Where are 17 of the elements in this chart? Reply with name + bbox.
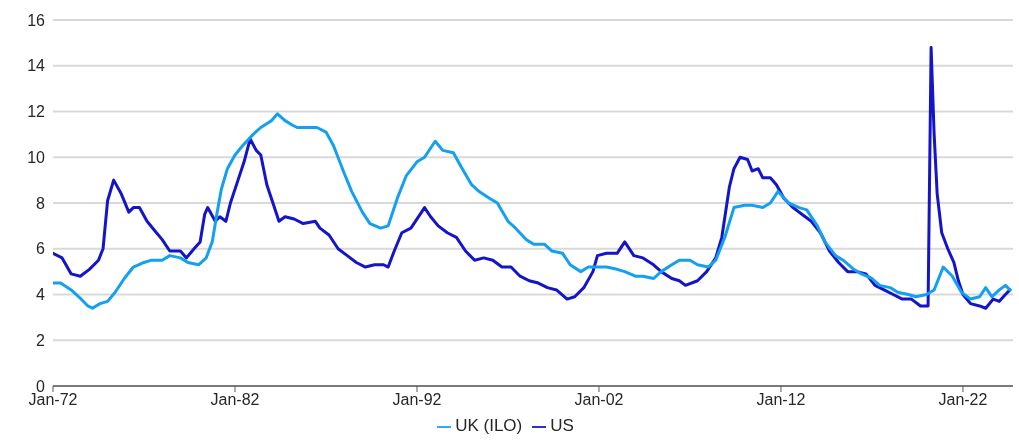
legend-label: UK (ILO) — [455, 416, 523, 435]
x-tick-label: Jan-22 — [938, 391, 988, 409]
y-tick-label: 2 — [36, 331, 46, 349]
line-series — [53, 112, 1012, 310]
legend-label: US — [550, 416, 574, 435]
x-tick-label: Jan-02 — [574, 391, 624, 409]
y-tick-label: 14 — [27, 57, 46, 75]
y-tick-label: 8 — [36, 194, 46, 212]
x-tick-label: Jan-12 — [756, 391, 806, 409]
x-tick-label: Jan-82 — [210, 391, 260, 409]
y-tick-label: 16 — [27, 11, 46, 29]
y-tick-label: 10 — [27, 148, 46, 166]
y-tick-label: 4 — [36, 286, 46, 304]
x-tick-label: Jan-92 — [392, 391, 442, 409]
y-tick-label: 6 — [36, 240, 46, 258]
y-tick-label: 12 — [27, 103, 46, 121]
line-series — [53, 45, 1012, 310]
